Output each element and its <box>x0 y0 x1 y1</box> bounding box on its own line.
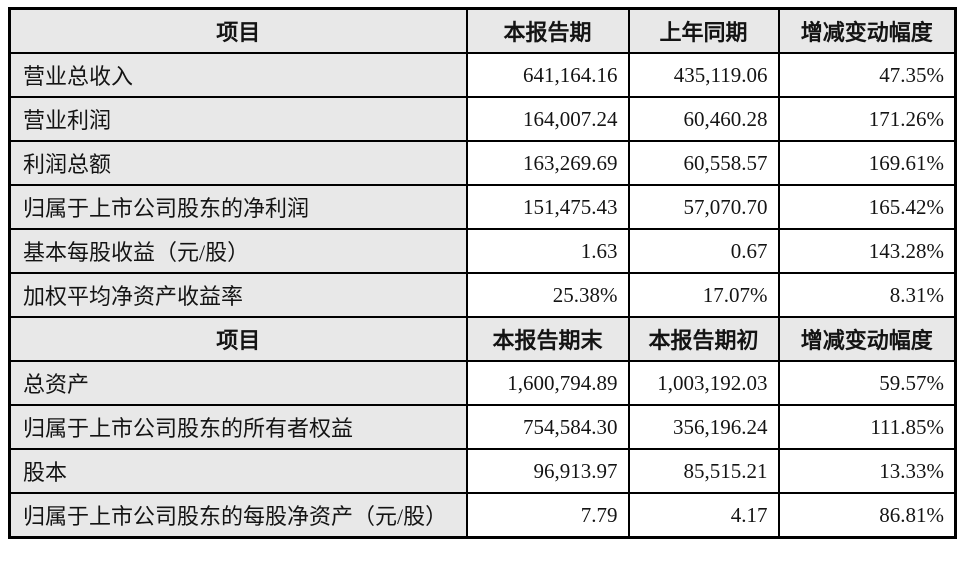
row-value-change: 143.28% <box>777 228 957 274</box>
row-value-change: 165.42% <box>777 184 957 230</box>
section1-header-prior: 上年同期 <box>627 7 780 54</box>
row-label: 营业总收入 <box>8 52 468 98</box>
section2-header-change: 增减变动幅度 <box>777 316 957 362</box>
row-label: 利润总额 <box>8 140 468 186</box>
row-value-change: 169.61% <box>777 140 957 186</box>
row-value-current: 1.63 <box>465 228 630 274</box>
row-value-change: 86.81% <box>777 492 957 539</box>
row-value-current: 96,913.97 <box>465 448 630 494</box>
section2-header-row: 项目 本报告期末 本报告期初 增减变动幅度 <box>8 316 957 362</box>
row-value-current: 25.38% <box>465 272 630 318</box>
table-row: 营业利润 164,007.24 60,460.28 171.26% <box>8 96 957 142</box>
row-label: 加权平均净资产收益率 <box>8 272 468 318</box>
financial-summary-table-wrap: 项目 本报告期 上年同期 增减变动幅度 营业总收入 641,164.16 435… <box>8 7 957 539</box>
row-value-change: 13.33% <box>777 448 957 494</box>
row-value-change: 171.26% <box>777 96 957 142</box>
row-label: 股本 <box>8 448 468 494</box>
row-value-prior: 60,558.57 <box>627 140 780 186</box>
section1-header-change: 增减变动幅度 <box>777 7 957 54</box>
row-value-change: 111.85% <box>777 404 957 450</box>
table-row: 营业总收入 641,164.16 435,119.06 47.35% <box>8 52 957 98</box>
row-label: 总资产 <box>8 360 468 406</box>
row-value-prior: 85,515.21 <box>627 448 780 494</box>
section2-header-period-start: 本报告期初 <box>627 316 780 362</box>
table-row: 加权平均净资产收益率 25.38% 17.07% 8.31% <box>8 272 957 318</box>
section2-header-period-end: 本报告期末 <box>465 316 630 362</box>
section2-header-item: 项目 <box>8 316 468 362</box>
row-value-current: 7.79 <box>465 492 630 539</box>
row-value-prior: 0.67 <box>627 228 780 274</box>
table-row: 归属于上市公司股东的净利润 151,475.43 57,070.70 165.4… <box>8 184 957 230</box>
row-value-current: 164,007.24 <box>465 96 630 142</box>
section1-header-item: 项目 <box>8 7 468 54</box>
table-row: 总资产 1,600,794.89 1,003,192.03 59.57% <box>8 360 957 406</box>
row-label: 归属于上市公司股东的净利润 <box>8 184 468 230</box>
table-row: 股本 96,913.97 85,515.21 13.33% <box>8 448 957 494</box>
row-value-prior: 435,119.06 <box>627 52 780 98</box>
row-value-prior: 17.07% <box>627 272 780 318</box>
row-value-current: 754,584.30 <box>465 404 630 450</box>
section1-header-current: 本报告期 <box>465 7 630 54</box>
table-row: 归属于上市公司股东的所有者权益 754,584.30 356,196.24 11… <box>8 404 957 450</box>
row-value-prior: 57,070.70 <box>627 184 780 230</box>
row-value-current: 151,475.43 <box>465 184 630 230</box>
row-label: 归属于上市公司股东的所有者权益 <box>8 404 468 450</box>
row-value-prior: 60,460.28 <box>627 96 780 142</box>
row-value-current: 1,600,794.89 <box>465 360 630 406</box>
row-value-prior: 1,003,192.03 <box>627 360 780 406</box>
table-row: 基本每股收益（元/股） 1.63 0.67 143.28% <box>8 228 957 274</box>
table-row: 利润总额 163,269.69 60,558.57 169.61% <box>8 140 957 186</box>
table-row: 归属于上市公司股东的每股净资产（元/股） 7.79 4.17 86.81% <box>8 492 957 539</box>
row-value-prior: 356,196.24 <box>627 404 780 450</box>
section1-header-row: 项目 本报告期 上年同期 增减变动幅度 <box>8 7 957 54</box>
row-value-change: 47.35% <box>777 52 957 98</box>
row-label: 归属于上市公司股东的每股净资产（元/股） <box>8 492 468 539</box>
row-value-current: 641,164.16 <box>465 52 630 98</box>
row-label: 基本每股收益（元/股） <box>8 228 468 274</box>
row-value-prior: 4.17 <box>627 492 780 539</box>
financial-summary-table: 项目 本报告期 上年同期 增减变动幅度 营业总收入 641,164.16 435… <box>8 7 957 539</box>
row-value-current: 163,269.69 <box>465 140 630 186</box>
row-label: 营业利润 <box>8 96 468 142</box>
row-value-change: 8.31% <box>777 272 957 318</box>
row-value-change: 59.57% <box>777 360 957 406</box>
